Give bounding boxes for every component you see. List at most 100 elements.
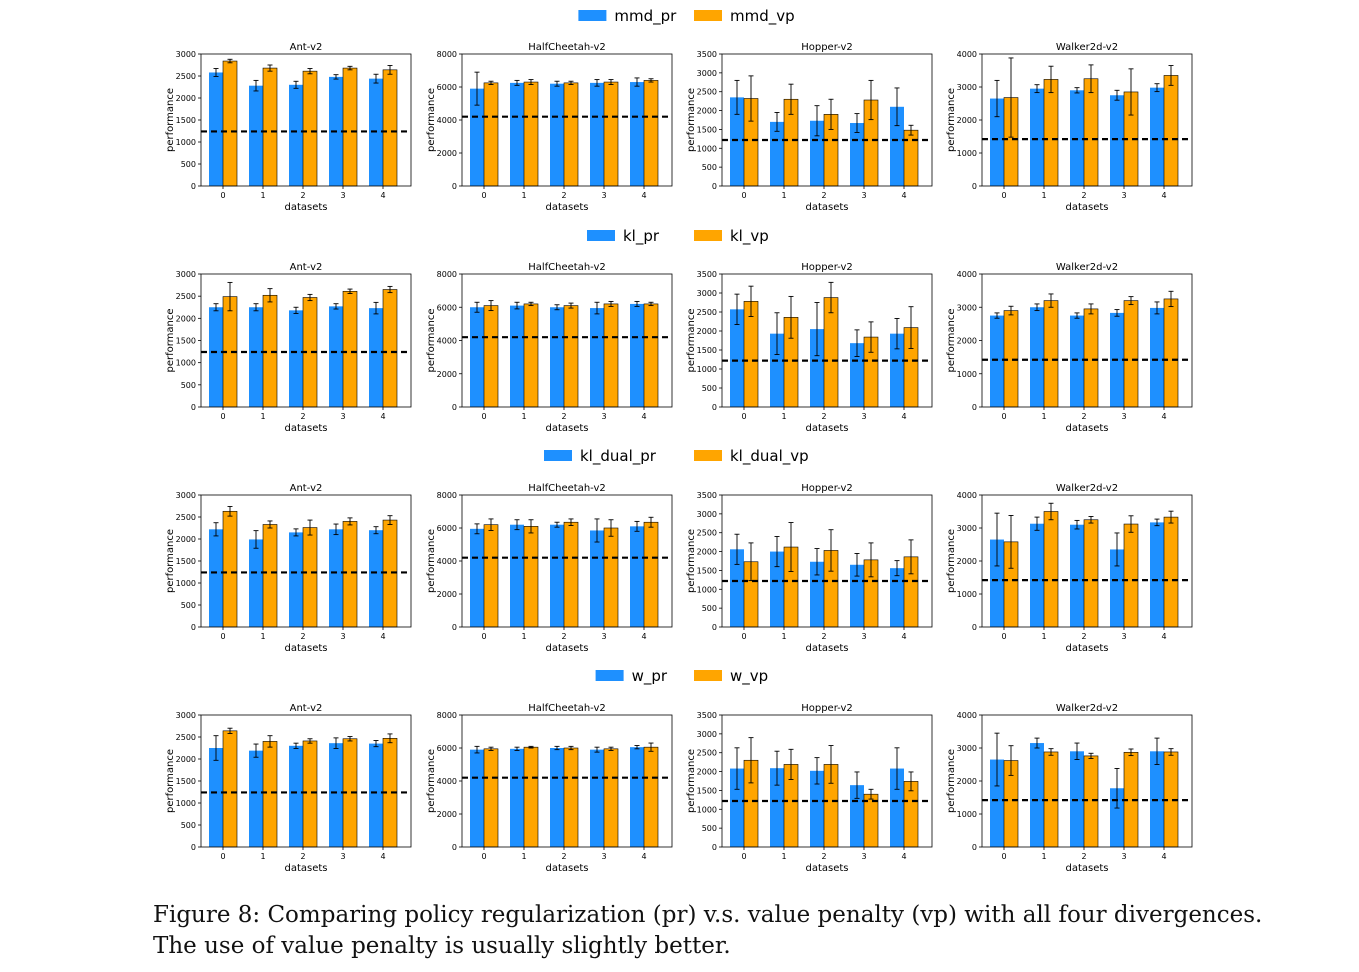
subplot-hopper-v2: Hopper-v2 0 500 1000 1500 2000 2500 3000 3500 per… xyxy=(686,262,933,434)
bar-pr xyxy=(990,759,1004,847)
bar-vp xyxy=(342,521,358,628)
bar-pr xyxy=(470,749,484,847)
legend-label-pr: kl_dual_pr xyxy=(580,447,657,466)
legend-label-pr: mmd_pr xyxy=(614,7,677,26)
bar-vp xyxy=(563,521,579,628)
y-tick-label: 1000 xyxy=(697,805,717,814)
plot-frame xyxy=(461,714,673,848)
bar-vp xyxy=(1123,300,1139,408)
legend-label-vp: kl_dual_vp xyxy=(730,447,809,466)
bar-pr xyxy=(770,551,784,627)
bar-vp xyxy=(523,746,539,848)
x-axis-label: datasets xyxy=(545,643,588,654)
y-tick-label: 2500 xyxy=(697,88,717,97)
y-axis-label: performance xyxy=(686,749,697,813)
x-axis-label: datasets xyxy=(284,423,327,434)
y-axis-label: performance xyxy=(165,749,176,813)
bar-vp xyxy=(483,305,499,408)
bar-vp xyxy=(523,303,539,408)
bar-pr xyxy=(209,307,223,407)
bar-pr xyxy=(249,750,263,847)
y-axis-label: performance xyxy=(426,308,437,372)
y-tick-label: 8000 xyxy=(437,50,457,59)
x-tick-label: 1 xyxy=(781,852,786,861)
x-tick-label: 1 xyxy=(781,191,786,200)
y-tick-label: 0 xyxy=(712,843,717,852)
bar-pr xyxy=(890,106,904,186)
x-tick-label: 0 xyxy=(220,632,225,641)
x-tick-label: 4 xyxy=(901,191,906,200)
bar-vp xyxy=(1163,75,1179,187)
chart-group-kl: kl_pr kl_vpAnt-v2050010001500200025003000… xyxy=(165,227,1193,434)
bar-pr xyxy=(510,82,524,186)
bar-vp xyxy=(603,81,619,187)
x-tick-label: 3 xyxy=(861,412,866,421)
subplot-walker2d-v2: Walker2d-v2 0 1000 2000 3000 4000 performance 0… xyxy=(946,42,1193,213)
bar-vp xyxy=(382,289,398,408)
x-axis-label: datasets xyxy=(545,863,588,874)
subplot-title: Hopper-v2 xyxy=(801,703,853,714)
x-axis-label: datasets xyxy=(1065,863,1108,874)
plot-frame xyxy=(200,714,412,848)
y-tick-label: 1500 xyxy=(176,116,196,125)
bar-vp xyxy=(603,748,619,848)
x-tick-label: 3 xyxy=(861,632,866,641)
legend-swatch-pr xyxy=(544,450,572,461)
x-axis-label: datasets xyxy=(1065,423,1108,434)
plot-frame xyxy=(200,494,412,628)
y-tick-label: 1000 xyxy=(697,365,717,374)
y-tick-label: 4000 xyxy=(437,777,457,786)
bar-vp xyxy=(222,510,238,628)
bar-pr xyxy=(890,333,904,407)
bar-vp xyxy=(643,303,659,408)
y-tick-label: 0 xyxy=(191,623,196,632)
bar-pr xyxy=(850,343,864,407)
y-tick-label: 2000 xyxy=(697,768,717,777)
y-tick-label: 1000 xyxy=(176,579,196,588)
y-tick-label: 2000 xyxy=(437,149,457,158)
x-tick-label: 0 xyxy=(481,412,486,421)
x-tick-label: 2 xyxy=(1081,632,1086,641)
bar-pr xyxy=(1030,88,1044,186)
x-tick-label: 4 xyxy=(1161,852,1166,861)
y-tick-label: 4000 xyxy=(437,116,457,125)
bar-vp xyxy=(1083,78,1099,187)
x-tick-label: 4 xyxy=(380,852,385,861)
plot-frame xyxy=(981,273,1193,408)
x-tick-label: 4 xyxy=(641,632,646,641)
legend-label-vp: mmd_vp xyxy=(730,7,795,26)
subplot-title: HalfCheetah-v2 xyxy=(528,42,606,53)
x-tick-label: 2 xyxy=(300,412,305,421)
bar-vp xyxy=(1163,516,1179,628)
bar-vp xyxy=(1043,79,1059,187)
legend-swatch-pr xyxy=(578,10,607,21)
x-tick-label: 4 xyxy=(901,632,906,641)
x-tick-label: 4 xyxy=(901,412,906,421)
y-tick-label: 1000 xyxy=(176,799,196,808)
bar-pr xyxy=(630,303,644,407)
y-tick-label: 500 xyxy=(702,604,717,613)
y-tick-label: 2000 xyxy=(176,535,196,544)
y-tick-label: 2000 xyxy=(957,777,977,786)
bar-pr xyxy=(249,85,263,186)
subplot-ant-v2: Ant-v2 0 500 1000 1500 2000 2500 3000 performanc… xyxy=(165,262,412,434)
bar-vp xyxy=(1083,519,1099,628)
bar-pr xyxy=(810,770,824,847)
x-tick-label: 2 xyxy=(561,852,566,861)
x-tick-label: 0 xyxy=(741,191,746,200)
bar-pr xyxy=(209,72,223,186)
bar-vp xyxy=(643,521,659,628)
bar-pr xyxy=(590,82,604,186)
subplot-title: Ant-v2 xyxy=(290,262,323,273)
x-tick-label: 0 xyxy=(220,412,225,421)
y-tick-label: 2000 xyxy=(957,557,977,566)
y-axis-label: performance xyxy=(165,88,176,152)
bar-vp xyxy=(262,67,278,187)
caption-line-2: The use of value penalty is usually slig… xyxy=(153,933,731,959)
x-axis-label: datasets xyxy=(284,863,327,874)
subplot-title: Walker2d-v2 xyxy=(1056,42,1118,53)
bar-vp xyxy=(823,297,839,408)
y-tick-label: 3500 xyxy=(697,50,717,59)
subplot-title: Ant-v2 xyxy=(290,703,323,714)
y-axis-label: performance xyxy=(946,749,957,813)
